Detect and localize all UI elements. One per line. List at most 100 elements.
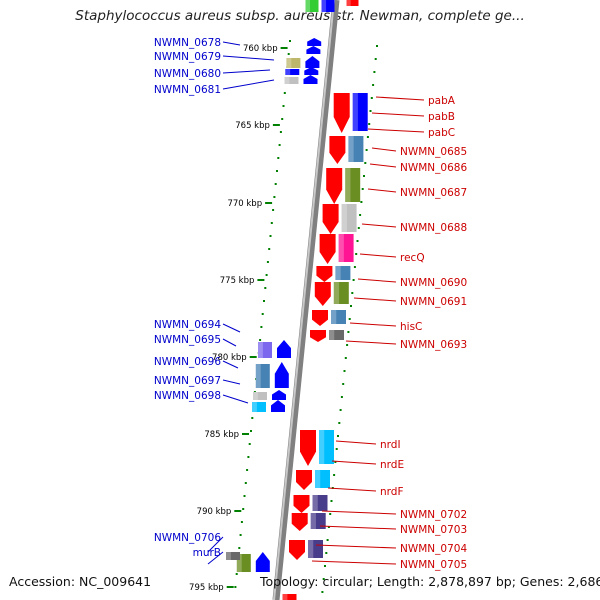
feature-block (282, 594, 297, 600)
reverse-gene-label[interactable]: NWMN_0688 (400, 222, 467, 234)
forward-gene-label[interactable]: NWMN_0706 (154, 532, 221, 544)
genome-backbone (272, 0, 340, 600)
right-dot (350, 305, 352, 307)
cds-forward-arrow (307, 38, 322, 46)
left-dot (278, 144, 281, 146)
reverse-gene-label[interactable]: NWMN_0690 (400, 277, 467, 289)
reverse-leader-line (311, 560, 397, 565)
left-dot (268, 248, 271, 250)
left-dot (242, 508, 245, 510)
forward-gene-label[interactable]: NWMN_0681 (154, 84, 221, 96)
forward-gene-label[interactable]: murB (193, 547, 221, 559)
reverse-gene-label[interactable]: NWMN_0687 (400, 187, 467, 199)
left-dot (247, 456, 250, 458)
left-dot (289, 40, 291, 42)
forward-gene-label[interactable]: NWMN_0694 (154, 319, 221, 331)
feature-block (308, 540, 323, 558)
reverse-gene-label[interactable]: NWMN_0691 (400, 296, 467, 308)
reverse-gene-label[interactable]: pabA (428, 95, 456, 107)
reverse-leader-line (331, 460, 377, 465)
feature-block (335, 266, 351, 280)
kbp-tick-label: 775 kbp (220, 276, 255, 286)
gene-labels[interactable]: NWMN_0678 NWMN_0679 NWMN_0680 NWMN_0681 NWMN… (154, 37, 468, 571)
reverse-leader-line (353, 297, 397, 302)
reverse-gene-label[interactable]: NWMN_0686 (400, 162, 467, 174)
feature-block (341, 204, 357, 232)
genome-summary-text: Topology: circular; Length: 2,878,897 bp… (260, 574, 600, 589)
right-dot (325, 552, 328, 554)
reverse-leader-line (315, 544, 397, 549)
left-dot (272, 209, 275, 211)
feature-block (253, 392, 267, 400)
right-dot (368, 123, 371, 125)
feature-block (333, 282, 349, 304)
reverse-gene-label[interactable]: NWMN_0693 (400, 339, 467, 351)
reverse-gene-label[interactable]: NWMN_0703 (400, 524, 467, 536)
left-dot (251, 417, 254, 419)
cds-forward-arrow (271, 400, 285, 412)
right-dot (370, 97, 373, 99)
reverse-leader-line (361, 223, 397, 228)
cds-reverse-arrow (329, 136, 346, 164)
forward-gene-label[interactable]: NWMN_0697 (154, 375, 221, 387)
reverse-gene-label[interactable]: NWMN_0702 (400, 509, 467, 521)
forward-leader-line (222, 55, 275, 61)
reverse-leader-line (367, 128, 425, 133)
forward-gene-label[interactable]: NWMN_0680 (154, 68, 221, 80)
right-dot (372, 84, 375, 86)
cds-reverse-arrow (316, 266, 333, 282)
feature-block (338, 234, 354, 262)
left-dot (259, 339, 262, 341)
reverse-gene-label[interactable]: NWMN_0705 (400, 559, 467, 571)
forward-leader-line (222, 360, 239, 369)
forward-gene-label[interactable]: NWMN_0679 (154, 51, 221, 63)
right-dot (373, 71, 376, 73)
right-dot (334, 461, 337, 463)
cds-forward-arrow (255, 552, 270, 572)
reverse-gene-label[interactable]: hisC (400, 321, 422, 333)
reverse-gene-label[interactable]: NWMN_0685 (400, 146, 467, 158)
cds-forward-arrow (274, 362, 289, 388)
feature-block-shade (333, 282, 340, 304)
left-dot (244, 482, 247, 484)
reverse-gene-label[interactable]: nrdE (380, 459, 404, 471)
left-dot (248, 443, 251, 445)
left-dot (238, 547, 241, 549)
right-dot (366, 136, 369, 138)
cds-reverse-arrow (296, 470, 312, 490)
forward-gene-label[interactable]: NWMN_0695 (154, 334, 221, 346)
reverse-gene-label[interactable]: recQ (400, 252, 425, 264)
feature-block-shade (341, 204, 347, 232)
right-dot (335, 448, 338, 450)
right-dot (339, 409, 342, 411)
forward-leader-line (222, 69, 271, 74)
reverse-gene-label[interactable]: NWMN_0704 (400, 543, 467, 555)
right-dot (338, 422, 341, 424)
left-dot (287, 53, 290, 55)
forward-leader-line (207, 551, 224, 565)
left-dot (274, 183, 277, 185)
right-dot (355, 253, 358, 255)
reverse-gene-label[interactable]: nrdF (380, 486, 404, 498)
forward-gene-label[interactable]: NWMN_0678 (154, 37, 221, 49)
reverse-gene-label[interactable]: pabB (428, 111, 455, 123)
left-dot (243, 495, 246, 497)
feature-block (310, 513, 326, 529)
kbp-tick-label: 760 kbp (243, 44, 278, 54)
feature-block (236, 554, 251, 572)
reverse-gene-label[interactable]: nrdI (380, 439, 401, 451)
reverse-gene-label[interactable]: pabC (428, 127, 455, 139)
forward-leader-line (222, 394, 249, 404)
kbp-tick-label: 795 kbp (189, 583, 224, 593)
feature-block-shade (348, 136, 354, 162)
left-dot (266, 261, 269, 263)
cds-reverse-arrow (289, 540, 305, 560)
feature-block-shade (319, 430, 325, 464)
cds-reverse-arrow (291, 513, 308, 531)
feature-block-shade (315, 470, 321, 488)
forward-gene-label[interactable]: NWMN_0696 (154, 356, 221, 368)
reverse-leader-line (359, 253, 397, 258)
feature-block-shade (252, 402, 257, 412)
cds-forward-arrow (272, 390, 286, 400)
forward-gene-label[interactable]: NWMN_0698 (154, 390, 221, 402)
